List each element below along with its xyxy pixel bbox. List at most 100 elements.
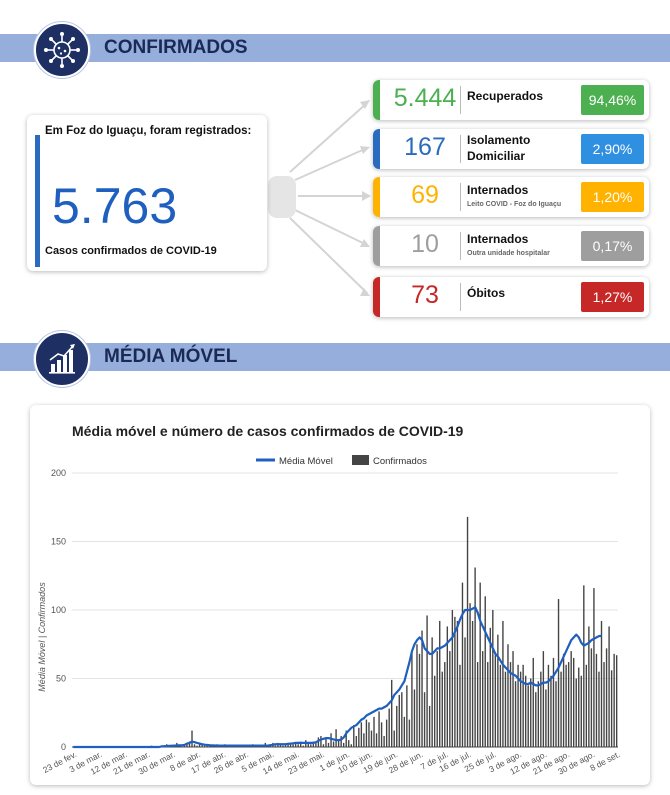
bar-confirmados — [297, 744, 299, 747]
stat-percent: 2,90% — [581, 134, 644, 164]
bar-confirmados — [524, 675, 527, 747]
bar-confirmados — [502, 620, 504, 747]
bar-confirmados — [191, 730, 193, 747]
bar-confirmados — [406, 685, 408, 747]
bar-confirmados — [517, 664, 519, 747]
stat-value: 5.444 — [393, 84, 457, 112]
bar-confirmados — [348, 740, 350, 747]
stat-value: 73 — [411, 281, 439, 309]
bar-confirmados — [514, 681, 517, 747]
bar-confirmados — [188, 741, 191, 747]
bar-confirmados — [585, 664, 588, 747]
bar-confirmados — [449, 651, 451, 747]
stat-percent: 0,17% — [581, 231, 644, 261]
bar-confirmados — [466, 516, 469, 747]
bar-confirmados — [310, 744, 312, 747]
bar-confirmados — [315, 742, 317, 747]
summary-card: Em Foz do Iguaçu, foram registrados: 5.7… — [27, 115, 267, 271]
bar-confirmados — [360, 722, 363, 747]
bar-confirmados — [575, 678, 577, 747]
bar-confirmados — [509, 662, 512, 747]
bar-confirmados — [537, 681, 540, 747]
bar-confirmados — [494, 653, 497, 747]
stat-label: Internados — [467, 232, 529, 246]
stat-sublabel: Outra unidade hospitalar — [467, 250, 550, 257]
bar-confirmados — [340, 736, 342, 747]
bar-confirmados — [557, 599, 560, 747]
stat-label: Internados — [467, 183, 529, 197]
bar-confirmados — [474, 567, 476, 747]
section-title-media-movel: MÉDIA MÓVEL — [104, 346, 238, 367]
bar-confirmados — [451, 610, 454, 747]
bar-confirmados — [401, 692, 403, 747]
section-band-confirmados — [0, 34, 670, 62]
bar-confirmados — [423, 692, 426, 747]
bar-confirmados — [522, 664, 524, 747]
stat-color-bar — [373, 129, 380, 169]
bar-confirmados — [545, 689, 547, 747]
stat-color-bar — [373, 177, 380, 217]
bar-confirmados — [441, 671, 443, 747]
bar-confirmados — [368, 722, 370, 747]
bar-confirmados — [325, 738, 327, 747]
section-band-media-movel — [0, 343, 670, 371]
bar-confirmados — [542, 651, 545, 747]
bar-confirmados — [330, 733, 332, 747]
bar-confirmados — [327, 742, 330, 747]
virus-icon — [44, 32, 80, 68]
bar-confirmados — [613, 653, 615, 747]
bar-confirmados — [193, 744, 196, 747]
stat-card-obitos: 73 Óbitos 1,27% — [373, 277, 649, 317]
bar-confirmados — [454, 616, 456, 747]
y-tick-label: 50 — [56, 674, 66, 684]
bar-confirmados — [461, 582, 464, 747]
stat-label: Óbitos — [467, 286, 505, 300]
bar-confirmados — [615, 655, 618, 747]
bar-confirmados — [307, 742, 309, 747]
bar-confirmados — [444, 662, 446, 747]
bar-confirmados — [383, 736, 385, 747]
bar-confirmados — [600, 620, 603, 747]
bar-confirmados — [492, 610, 494, 747]
bar-confirmados — [446, 626, 449, 747]
stat-value: 69 — [411, 181, 439, 209]
bar-confirmados — [476, 662, 479, 747]
stat-color-bar — [373, 277, 380, 317]
bar-confirmados — [365, 719, 368, 747]
bar-confirmados — [350, 744, 352, 747]
stat-value: 10 — [411, 230, 439, 258]
bar-confirmados — [373, 716, 375, 747]
bar-confirmados — [370, 730, 373, 747]
bar-confirmados — [274, 745, 277, 747]
chart-legend: Média Móvel Confirmados — [256, 455, 427, 467]
stat-percent: 94,46% — [581, 85, 644, 115]
bar-confirmados — [535, 692, 537, 747]
stat-divider — [460, 86, 461, 114]
bar-confirmados — [363, 733, 365, 747]
bar-confirmados — [598, 671, 600, 747]
bar-confirmados — [471, 620, 474, 747]
bar-confirmados — [337, 740, 340, 747]
bar-confirmados — [570, 651, 572, 747]
bar-confirmados — [519, 671, 522, 747]
bar-confirmados — [610, 670, 613, 747]
moving-average-chart: Média móvel e número de casos confirmado… — [37, 423, 622, 777]
bar-confirmados — [464, 637, 466, 747]
bar-confirmados — [499, 664, 502, 747]
bar-confirmados — [512, 651, 514, 747]
bar-confirmados — [186, 744, 188, 747]
bar-confirmados — [605, 648, 608, 747]
stat-percent: 1,27% — [581, 282, 644, 312]
bar-confirmados — [388, 708, 390, 747]
bar-confirmados — [608, 626, 610, 747]
bar-confirmados — [527, 685, 529, 747]
y-tick-label: 100 — [51, 605, 66, 615]
bar-confirmados — [507, 644, 509, 747]
bar-confirmados — [396, 705, 398, 747]
stat-sublabel: Leito COVID - Foz do Iguaçu — [467, 201, 562, 208]
bar-confirmados — [289, 742, 292, 747]
stat-label: Isolamento Domiciliar — [467, 133, 531, 163]
bar-confirmados — [408, 719, 411, 747]
stat-card-recuperados: 5.444 Recuperados 94,46% — [373, 80, 649, 120]
bar-confirmados — [201, 744, 203, 747]
